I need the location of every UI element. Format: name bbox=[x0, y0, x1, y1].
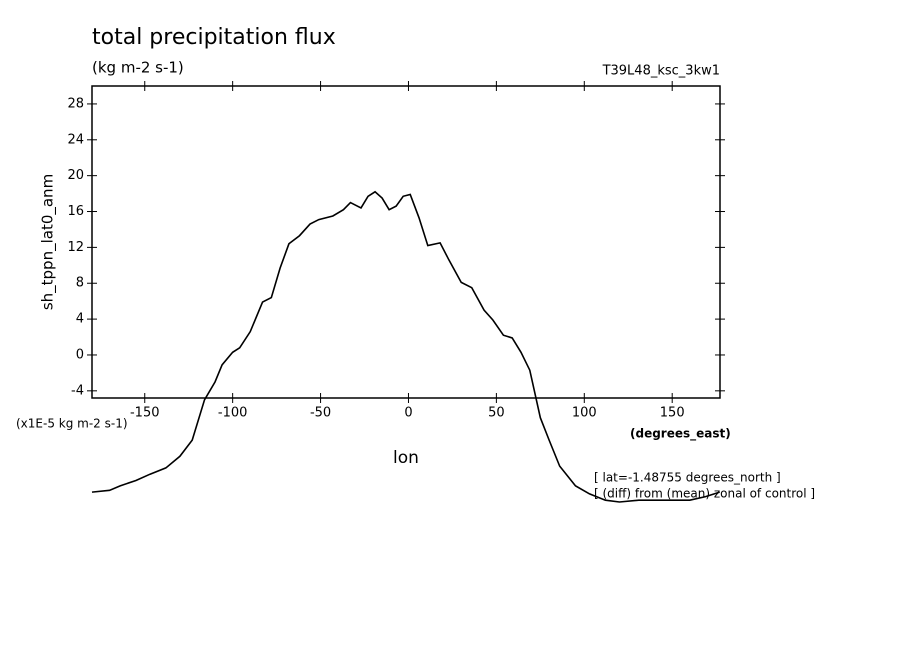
y-tick-label: 0 bbox=[76, 347, 84, 362]
y-axis-label: sh_tppn_lat0_anm bbox=[39, 174, 58, 310]
y-tick-label: -4 bbox=[71, 383, 84, 398]
annotation: [ lat=-1.48755 degrees_north ] bbox=[594, 471, 781, 485]
y-tick-label: 16 bbox=[67, 204, 84, 219]
y-tick-label: 24 bbox=[67, 132, 84, 147]
run-label: T39L48_ksc_3kw1 bbox=[602, 64, 720, 79]
y-tick-label: 28 bbox=[67, 96, 84, 111]
x-tick-label: -100 bbox=[218, 406, 248, 421]
y-tick-label: 12 bbox=[67, 240, 84, 255]
data-line bbox=[91, 190, 720, 503]
x-axis-label: lon bbox=[393, 448, 419, 468]
x-tick-label: 0 bbox=[404, 406, 412, 421]
annotation: [ (diff) from (mean) zonal of control ] bbox=[594, 487, 815, 501]
x-tick-label: -50 bbox=[310, 406, 331, 421]
y-tick-label: 8 bbox=[76, 276, 84, 291]
chart-subtitle: (kg m-2 s-1) bbox=[92, 59, 184, 77]
y-tick-label: 4 bbox=[76, 312, 84, 327]
x-tick-label: 50 bbox=[488, 406, 505, 421]
y-tick-label: 20 bbox=[67, 168, 84, 183]
plot-frame bbox=[91, 85, 721, 399]
y-unit: (x1E-5 kg m-2 s-1) bbox=[16, 417, 128, 431]
x-unit: (degrees_east) bbox=[630, 427, 731, 442]
x-tick-label: 100 bbox=[572, 406, 597, 421]
chart-title: total precipitation flux bbox=[92, 25, 336, 50]
x-tick-label: 150 bbox=[660, 406, 685, 421]
x-tick-label: -150 bbox=[130, 406, 160, 421]
